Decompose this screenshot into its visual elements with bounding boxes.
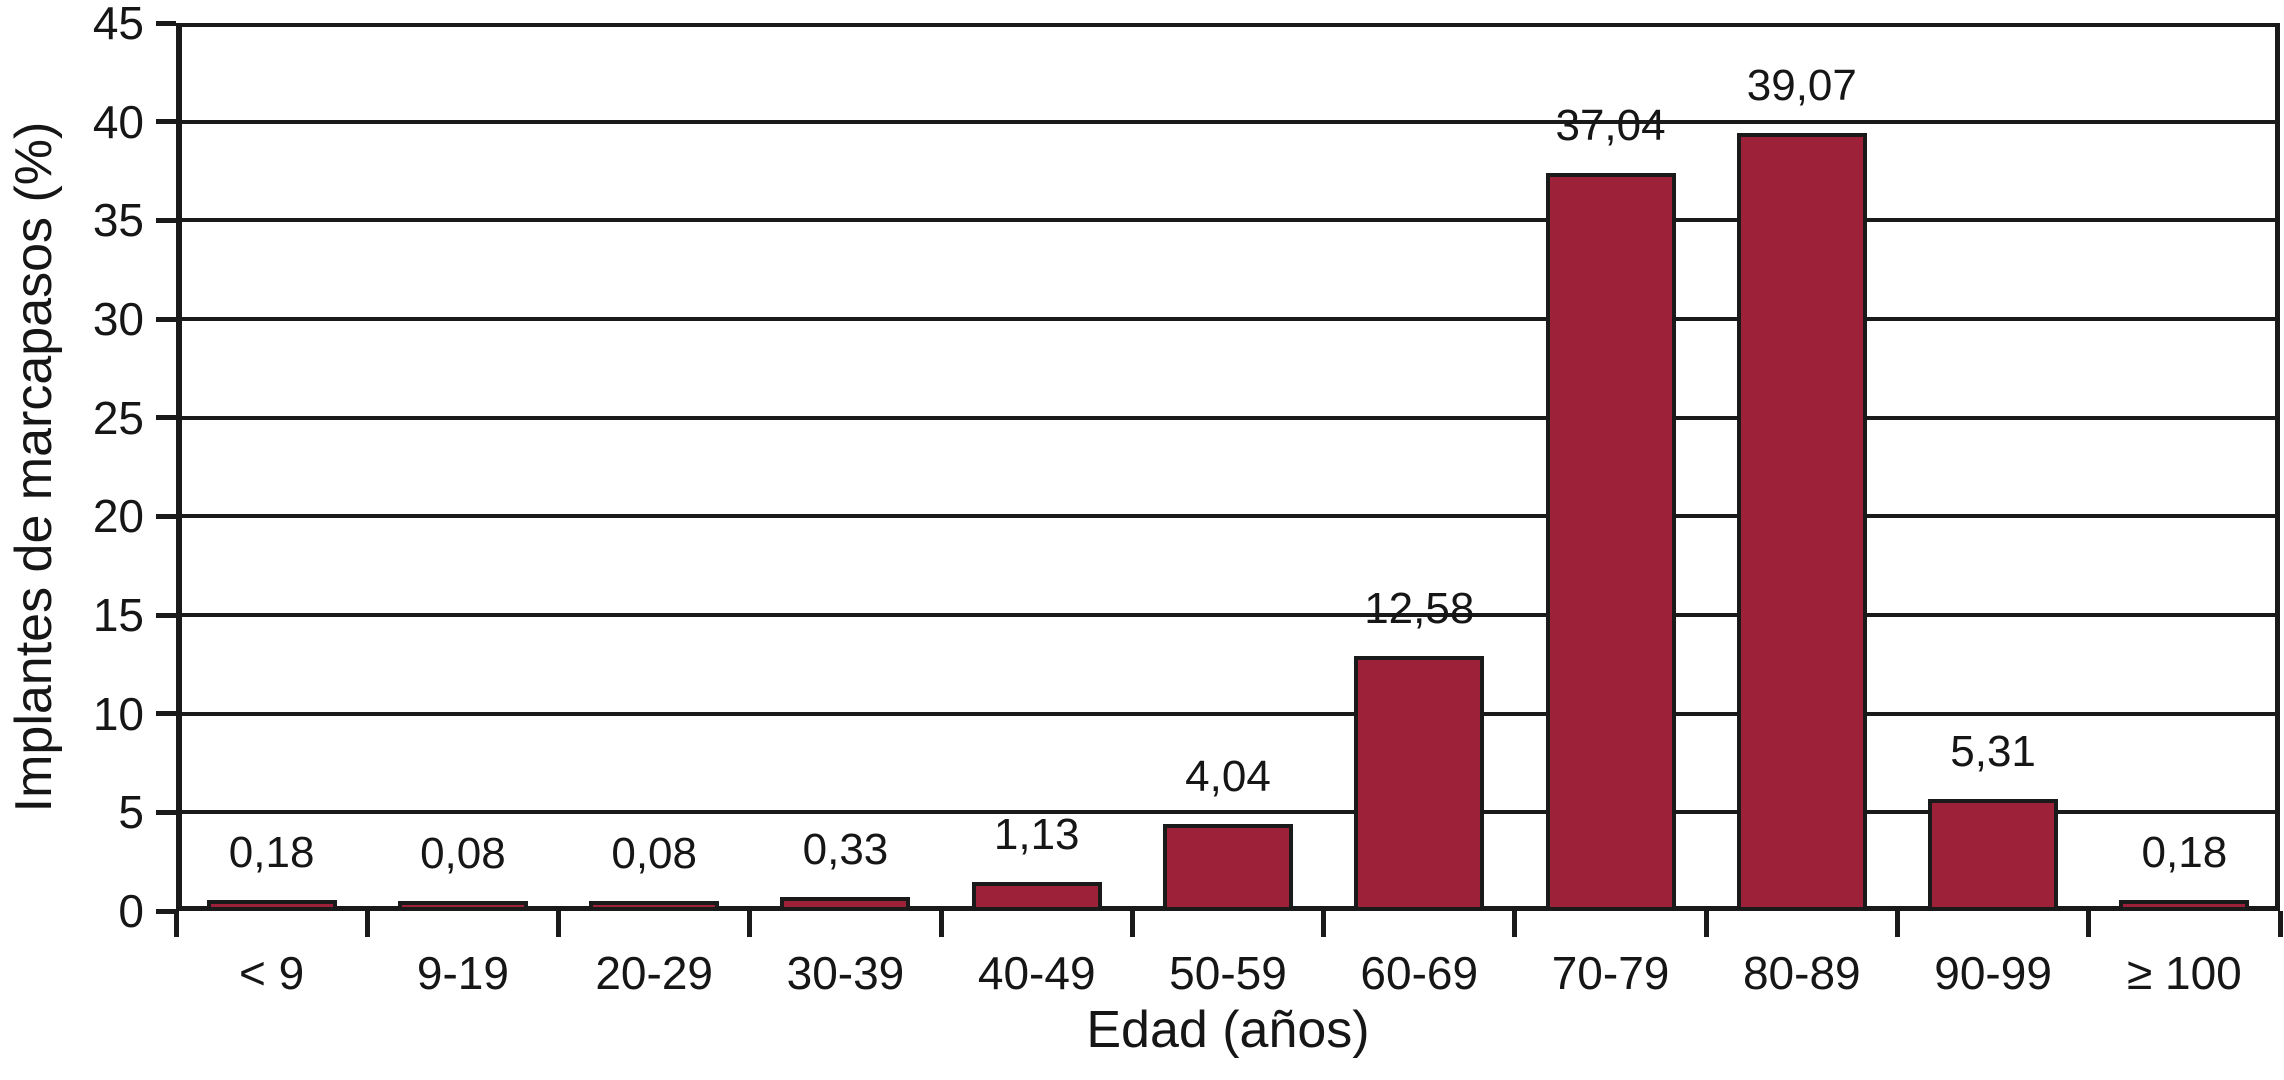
bar-50-59 [1163, 824, 1293, 911]
y-axis-tick [156, 809, 176, 815]
x-axis-tick [1512, 911, 1518, 937]
x-axis-tick [1703, 911, 1709, 937]
bar-value-label: 12,58 [1364, 583, 1475, 633]
x-tick-label: ≥ 100 [2126, 947, 2242, 999]
gridline-30 [176, 317, 2280, 321]
bar-value-label: 39,07 [1746, 61, 1857, 111]
x-tick-label: 20-29 [595, 947, 713, 999]
x-axis-title: Edad (años) [1086, 1001, 1370, 1059]
x-axis-tick [364, 911, 370, 937]
x-tick-label: 70-79 [1551, 947, 1670, 999]
x-axis-tick [2086, 911, 2092, 937]
gridline-20 [176, 514, 2280, 519]
y-axis-tick [156, 20, 176, 26]
x-tick-label: 30-39 [786, 947, 905, 999]
y-axis-tick [156, 316, 176, 322]
gridline-35 [176, 218, 2280, 223]
x-tick-label: 40-49 [977, 947, 1096, 999]
x-axis-tick [173, 911, 179, 937]
bar-60-69 [1354, 655, 1485, 911]
x-axis-tick [2277, 911, 2283, 937]
bar-value-label: 0,18 [228, 828, 315, 878]
y-axis-tick [156, 415, 176, 421]
bar-value-label: 37,04 [1555, 101, 1666, 151]
y-tick-label: 25 [92, 391, 144, 444]
bar-40-49 [971, 881, 1102, 911]
x-tick-label: 50-59 [1169, 947, 1287, 999]
y-tick-label: 0 [118, 885, 144, 937]
bar-80-89 [1736, 133, 1867, 911]
gridline-10 [176, 711, 2280, 716]
y-tick-label: 30 [92, 293, 144, 345]
y-tick-label: 35 [92, 194, 144, 247]
y-axis-tick [156, 513, 176, 519]
x-tick-label: 60-69 [1360, 947, 1479, 999]
x-axis-tick [938, 911, 944, 937]
x-axis-tick [1321, 911, 1327, 937]
bar-value-label: 0,08 [420, 829, 506, 878]
y-axis-tick [156, 908, 176, 914]
bar-value-label: 0,33 [802, 825, 889, 875]
x-tick-label: 90-99 [1934, 947, 2052, 999]
gridline-5 [176, 810, 2280, 815]
x-axis-tick [1894, 911, 1900, 937]
x-axis-tick [747, 911, 753, 937]
y-axis-tick [156, 711, 176, 717]
bar-value-label: 4,04 [1185, 752, 1271, 802]
bar-90-99 [1928, 799, 2059, 911]
bar-70-79 [1545, 173, 1676, 911]
y-tick-label: 15 [92, 589, 144, 641]
y-axis-tick [156, 612, 176, 618]
bar-value-label: 5,31 [1950, 727, 2036, 777]
y-axis-tick [156, 217, 176, 223]
bar-value-label: 0,18 [2141, 828, 2228, 878]
bar-9-19 [397, 901, 528, 911]
bar-30-39 [780, 897, 911, 911]
bar-value-label: 0,08 [611, 829, 697, 878]
x-tick-label: < 9 [239, 947, 305, 999]
y-tick-label: 20 [92, 490, 144, 543]
y-tick-label: 10 [92, 687, 144, 740]
gridline-15 [176, 613, 2280, 617]
bar-value-label: 1,13 [993, 809, 1080, 859]
bar-< 9 [206, 900, 337, 911]
x-axis-tick [556, 911, 562, 937]
x-axis-tick [1129, 911, 1135, 937]
y-tick-label: 40 [92, 95, 144, 148]
gridline-40 [176, 119, 2280, 124]
x-tick-label: 80-89 [1742, 947, 1861, 999]
gridline-25 [176, 415, 2280, 420]
y-axis-tick [156, 119, 176, 125]
bar-≥ 100 [2119, 900, 2250, 911]
y-tick-label: 45 [92, 0, 144, 49]
y-tick-label: 5 [118, 786, 144, 839]
bar-20-29 [589, 901, 720, 911]
x-tick-label: 9-19 [416, 947, 509, 999]
